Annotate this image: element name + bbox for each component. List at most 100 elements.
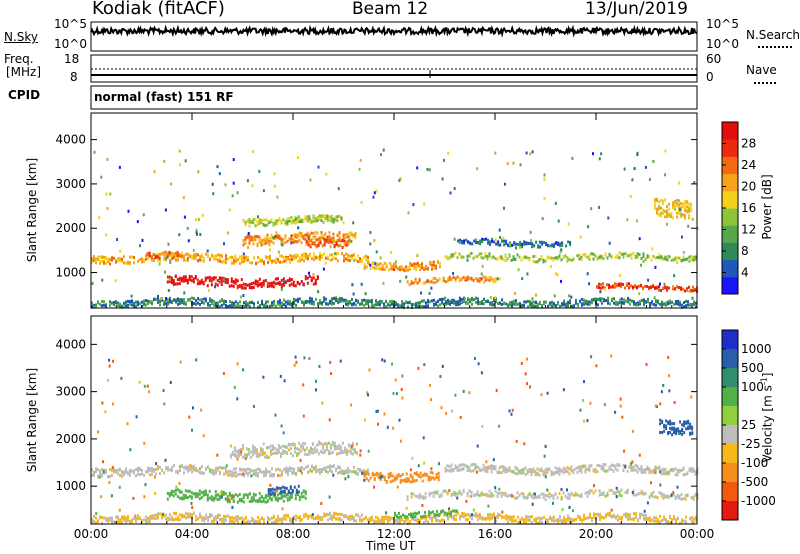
data-cell [486,254,489,258]
data-cell [334,218,337,222]
data-cell [153,469,155,473]
data-cell [226,495,229,499]
data-cell [481,302,483,305]
data-cell [295,253,297,257]
data-cell [656,496,659,500]
data-cell [327,470,329,474]
data-cell [170,276,173,280]
data-cell [511,243,514,247]
data-cell [236,286,239,290]
data-cell [572,471,575,475]
speckle-cell [256,244,259,248]
data-cell [117,303,119,307]
data-cell [539,519,541,523]
data-cell [293,485,296,489]
data-cell [387,303,389,307]
data-cell [436,279,439,283]
data-cell [435,302,437,306]
data-cell [367,468,369,472]
data-cell [226,278,229,282]
speckle-cell [275,231,278,235]
data-cell [624,490,627,494]
data-cell [203,301,205,305]
data-cell [192,280,195,284]
data-cell [524,496,527,500]
data-cell [131,518,133,522]
data-cell [333,513,335,517]
data-cell [218,494,221,498]
data-cell [601,297,603,301]
data-cell [537,516,539,520]
data-cell [448,511,450,515]
data-cell [596,463,599,467]
data-cell [289,447,292,451]
data-cell [259,453,262,457]
data-cell [115,258,117,262]
power-colorbar-tick-label: 12 [741,223,756,237]
data-cell [461,240,464,243]
speckle-cell [155,462,158,466]
data-cell [448,465,451,469]
data-cell [619,299,621,303]
data-cell [198,497,201,501]
data-cell [566,470,569,474]
data-cell [182,497,185,501]
data-cell [295,453,298,457]
data-cell [274,277,277,281]
data-cell [200,278,203,282]
data-cell [669,521,671,524]
data-cell [627,516,629,520]
data-cell [231,303,233,307]
data-cell [528,258,531,262]
data-cell [233,516,235,520]
data-cell [125,467,127,471]
data-cell [167,298,169,302]
data-cell [437,471,440,475]
data-cell [391,474,394,478]
data-cell [155,517,157,521]
data-cell [461,298,463,302]
data-cell [447,298,449,302]
data-cell [168,275,171,279]
data-cell [602,468,605,472]
data-cell [255,262,257,266]
data-cell [244,241,247,245]
data-cell [682,473,685,477]
speckle-cell [519,163,522,167]
data-cell [691,304,693,308]
data-cell [318,214,321,218]
data-cell [119,521,121,525]
data-cell [387,520,389,523]
data-cell [165,466,167,469]
data-cell [196,494,199,498]
data-cell [241,257,243,261]
data-cell [337,517,339,521]
data-cell [452,490,455,494]
data-cell [363,303,365,307]
data-cell [407,521,409,525]
data-cell [239,255,241,259]
data-cell [658,253,661,257]
data-cell [325,297,327,301]
data-cell [413,479,416,483]
data-cell [482,493,485,497]
data-cell [123,261,125,265]
data-cell [313,446,316,450]
data-cell [131,469,133,473]
data-cell [487,241,490,245]
data-cell [533,305,535,309]
data-cell [207,515,209,519]
data-cell [264,239,267,243]
data-cell [471,302,473,306]
data-cell [119,468,121,472]
speckle-cell [223,242,225,246]
data-cell [588,467,591,471]
data-cell [147,516,149,520]
data-cell [676,202,679,206]
data-cell [242,243,245,247]
data-cell [292,241,295,244]
data-cell [516,472,519,476]
speckle-cell [568,294,571,298]
data-cell [273,300,275,303]
data-cell [192,277,195,281]
